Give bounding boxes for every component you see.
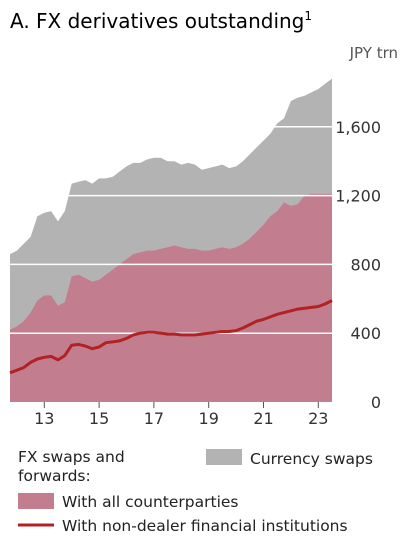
- legend-label-all-counterparties: With all counterparties: [62, 493, 239, 511]
- y-tick-label-800: 800: [350, 255, 381, 274]
- legend: FX swaps and forwards: Currency swaps Wi…: [18, 448, 373, 535]
- line-layer: [9, 299, 333, 375]
- x-tick-label-13: 13: [34, 409, 54, 428]
- legend-label-non-dealer: With non-dealer financial institutions: [62, 517, 348, 535]
- x-axis-ticks: 13 15 17 19 21 23: [34, 402, 328, 428]
- y-tick-label-0: 0: [371, 393, 381, 412]
- x-tick-label-17: 17: [144, 409, 164, 428]
- legend-group-label: FX swaps and forwards:: [18, 448, 130, 485]
- x-tick-label-19: 19: [199, 409, 219, 428]
- legend-label-currency-swaps: Currency swaps: [250, 450, 373, 468]
- x-tick-label-23: 23: [308, 409, 328, 428]
- y-axis-ticks: 0 400 800 1,200 1,600: [335, 118, 381, 412]
- chart-title: A. FX derivatives outstanding1: [10, 9, 312, 33]
- line-non-dealer: [9, 299, 333, 375]
- x-tick-label-15: 15: [89, 409, 109, 428]
- y-tick-label-400: 400: [350, 324, 381, 343]
- x-tick-label-21: 21: [253, 409, 273, 428]
- legend-swatch-currency-swaps: [206, 449, 242, 465]
- y-unit-label: JPY trn: [349, 44, 398, 62]
- plot-areas: [10, 78, 332, 402]
- y-tick-label-1200: 1,200: [335, 187, 381, 206]
- area-all-counterparties: [10, 193, 332, 402]
- legend-swatch-all-counterparties: [18, 493, 54, 509]
- y-tick-label-1600: 1,600: [335, 118, 381, 137]
